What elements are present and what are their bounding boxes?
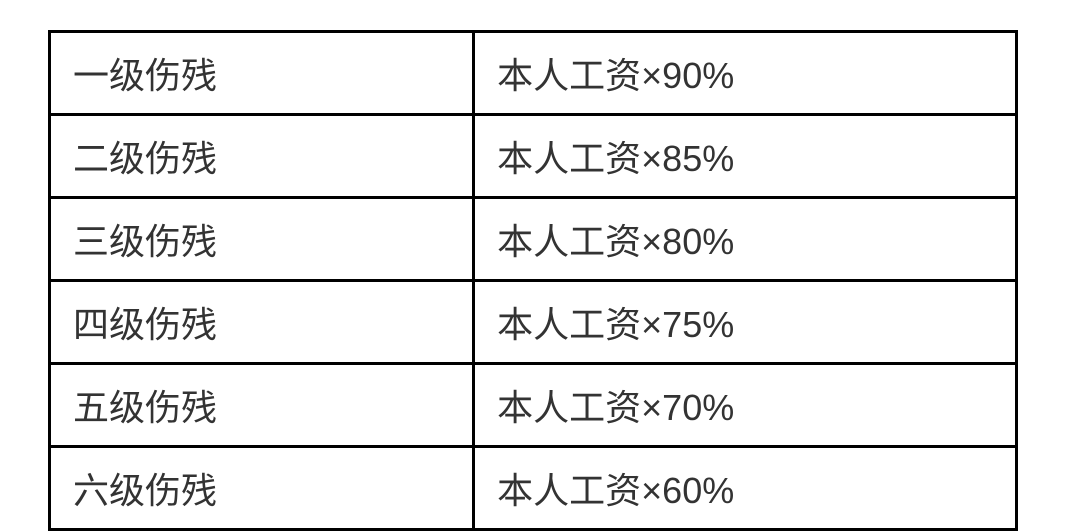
disability-level-cell: 二级伤残: [51, 116, 475, 196]
table-row: 五级伤残 本人工资×70%: [51, 365, 1015, 448]
table-row: 三级伤残 本人工资×80%: [51, 199, 1015, 282]
compensation-formula-cell: 本人工资×70%: [475, 365, 1015, 445]
compensation-formula-cell: 本人工资×60%: [475, 448, 1015, 528]
disability-level-cell: 六级伤残: [51, 448, 475, 528]
compensation-formula-cell: 本人工资×85%: [475, 116, 1015, 196]
disability-level-cell: 三级伤残: [51, 199, 475, 279]
table-row: 四级伤残 本人工资×75%: [51, 282, 1015, 365]
table-row: 二级伤残 本人工资×85%: [51, 116, 1015, 199]
disability-level-cell: 五级伤残: [51, 365, 475, 445]
disability-compensation-table: 一级伤残 本人工资×90% 二级伤残 本人工资×85% 三级伤残 本人工资×80…: [48, 30, 1018, 531]
disability-level-cell: 一级伤残: [51, 33, 475, 113]
disability-level-cell: 四级伤残: [51, 282, 475, 362]
compensation-formula-cell: 本人工资×90%: [475, 33, 1015, 113]
compensation-formula-cell: 本人工资×80%: [475, 199, 1015, 279]
compensation-formula-cell: 本人工资×75%: [475, 282, 1015, 362]
table-row: 六级伤残 本人工资×60%: [51, 448, 1015, 528]
table-row: 一级伤残 本人工资×90%: [51, 33, 1015, 116]
